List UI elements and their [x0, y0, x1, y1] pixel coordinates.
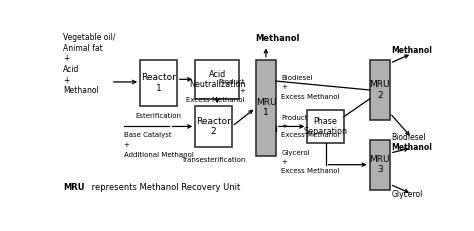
Text: MRU
3: MRU 3	[370, 155, 390, 174]
Text: Animal fat: Animal fat	[63, 44, 103, 53]
Text: Glycerol: Glycerol	[282, 150, 310, 156]
Text: Phase
Separation: Phase Separation	[303, 117, 347, 136]
Text: represents Methanol Recovery Unit: represents Methanol Recovery Unit	[89, 183, 240, 192]
FancyBboxPatch shape	[195, 60, 239, 99]
Text: MRU: MRU	[63, 183, 84, 192]
Text: +: +	[124, 142, 129, 148]
FancyBboxPatch shape	[370, 60, 390, 120]
Text: Transesterification: Transesterification	[182, 157, 246, 163]
Text: Biodiesel: Biodiesel	[392, 134, 426, 143]
Text: Glycerol: Glycerol	[392, 189, 423, 198]
Text: +: +	[282, 159, 287, 165]
Text: Base Catalyst: Base Catalyst	[124, 132, 171, 138]
Text: +: +	[63, 76, 69, 85]
Text: Excess Methanol: Excess Methanol	[186, 97, 245, 103]
FancyBboxPatch shape	[195, 106, 232, 147]
Text: Additional Methanol: Additional Methanol	[124, 152, 193, 158]
Text: Reactor
2: Reactor 2	[196, 117, 231, 136]
Text: +: +	[282, 123, 287, 129]
Text: Product: Product	[282, 115, 308, 121]
Text: Excess Methanol: Excess Methanol	[282, 168, 340, 174]
Text: Product: Product	[218, 79, 245, 85]
Text: MRU
2: MRU 2	[370, 80, 390, 100]
Text: Acid
Neutralization: Acid Neutralization	[189, 70, 246, 89]
Text: MRU
1: MRU 1	[255, 98, 276, 117]
Text: Methanol: Methanol	[63, 86, 99, 95]
FancyBboxPatch shape	[256, 60, 276, 156]
Text: Methanol: Methanol	[255, 34, 300, 43]
Text: Excess Methanol: Excess Methanol	[282, 132, 340, 138]
Text: +: +	[63, 54, 69, 63]
FancyBboxPatch shape	[140, 60, 177, 106]
Text: Reactor
1: Reactor 1	[141, 73, 176, 93]
Text: Acid: Acid	[63, 65, 79, 74]
Text: Esterification: Esterification	[136, 113, 182, 119]
Text: Methanol: Methanol	[392, 46, 433, 55]
Text: Biodiesel: Biodiesel	[282, 75, 313, 81]
Text: +: +	[282, 84, 287, 90]
Text: +: +	[239, 88, 245, 94]
FancyBboxPatch shape	[370, 140, 390, 190]
FancyBboxPatch shape	[307, 109, 344, 143]
Text: Methanol: Methanol	[392, 143, 433, 152]
Text: Excess Methanol: Excess Methanol	[282, 94, 340, 100]
Text: Vegetable oil/: Vegetable oil/	[63, 33, 116, 42]
